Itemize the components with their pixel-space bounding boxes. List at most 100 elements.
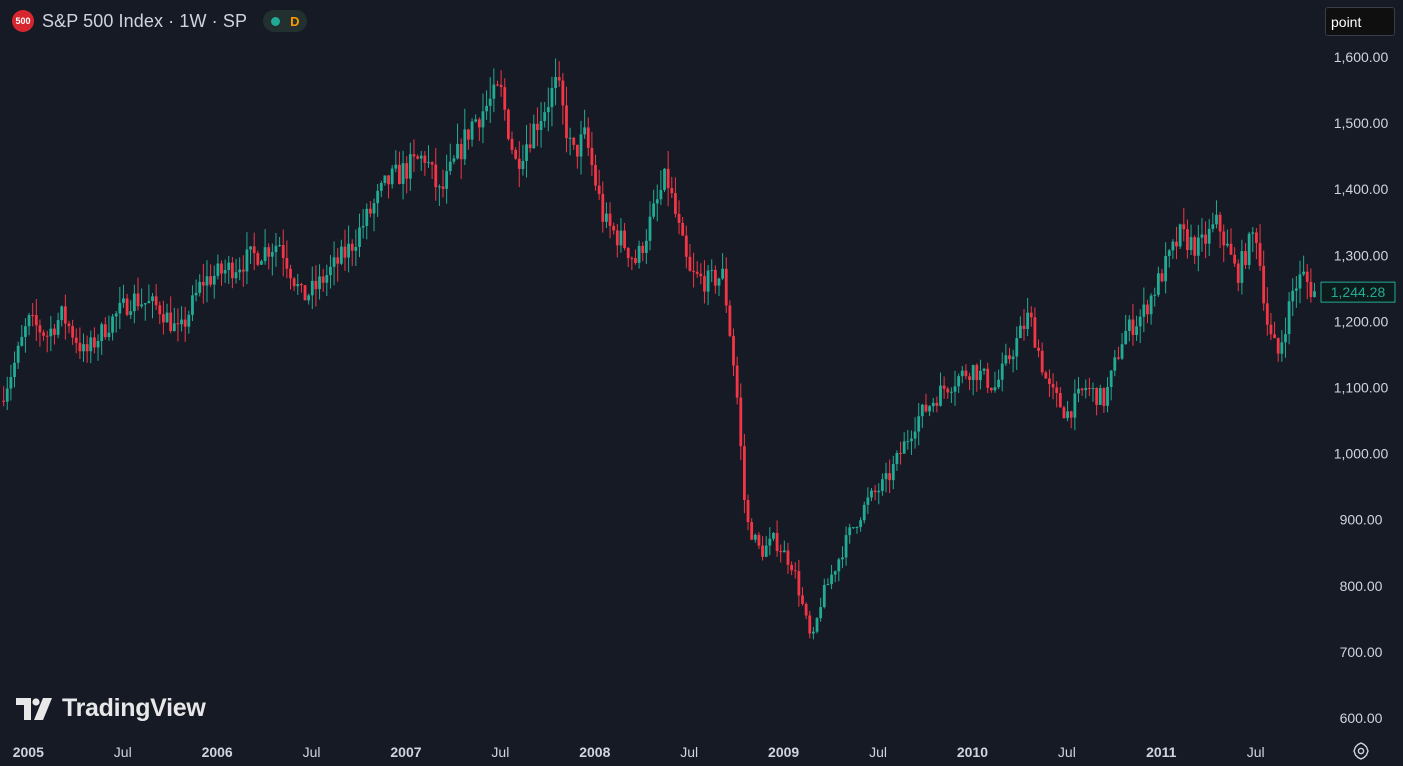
candle-up: [376, 183, 380, 217]
time-tick-label: 2005: [13, 744, 44, 760]
candle-up: [27, 312, 31, 336]
candle-down: [699, 263, 703, 285]
candle-up: [361, 208, 365, 239]
candle-up: [1026, 297, 1030, 337]
candle-up: [198, 274, 202, 297]
candle-up: [826, 578, 830, 586]
candle-down: [713, 265, 717, 294]
candle-down: [510, 131, 514, 155]
symbol-title[interactable]: S&P 500 Index · 1W · SP: [42, 10, 248, 31]
tradingview-logo[interactable]: TradingView: [16, 694, 206, 723]
candle-up: [354, 229, 358, 266]
candle-up: [20, 324, 24, 347]
candle-down: [757, 532, 761, 550]
candle-up: [452, 155, 456, 165]
candle-up: [463, 108, 467, 166]
candle-up: [997, 369, 1000, 390]
candle-down: [1244, 243, 1247, 269]
price-tick-label: 1,600.00: [1334, 49, 1389, 65]
candle-up: [772, 532, 775, 541]
gear-icon[interactable]: [1351, 741, 1371, 761]
time-tick-label: Jul: [1247, 744, 1265, 760]
candle-up: [107, 315, 111, 341]
candle-down: [1269, 312, 1273, 341]
candle-down: [1255, 227, 1258, 260]
candle-down: [873, 484, 877, 501]
candle-down: [572, 136, 576, 150]
candle-down: [724, 257, 728, 313]
candle-up: [993, 371, 997, 393]
candle-up: [379, 180, 383, 198]
candle-up: [525, 124, 528, 178]
candle-down: [775, 520, 779, 557]
candle-up: [100, 322, 104, 355]
time-tick-label: Jul: [303, 744, 321, 760]
candle-down: [514, 147, 518, 160]
candle-up: [1313, 282, 1316, 298]
candle-down: [34, 299, 38, 342]
candle-down: [608, 202, 612, 239]
time-tick-label: Jul: [869, 744, 887, 760]
candle-down: [63, 294, 67, 340]
candle-down: [946, 386, 950, 399]
candle-down: [684, 225, 688, 269]
candle-down: [1186, 219, 1189, 259]
candle-down: [289, 264, 292, 290]
candle-down: [623, 222, 626, 251]
candle-up: [655, 184, 659, 222]
candle-up: [9, 364, 13, 401]
last-price-label: 1,244.28: [1331, 284, 1386, 300]
candle-up: [920, 403, 924, 428]
candle-up: [1291, 278, 1295, 317]
candle-up: [1178, 223, 1182, 249]
candle-down: [169, 296, 173, 334]
candles-layer: [2, 58, 1316, 640]
logo-text: TradingView: [62, 694, 206, 722]
candle-down: [2, 386, 6, 407]
candle-up: [56, 312, 60, 339]
candle-down: [103, 317, 107, 340]
candle-up: [910, 430, 913, 455]
candle-up: [1164, 242, 1168, 294]
candle-up: [325, 264, 329, 296]
candle-up: [663, 168, 666, 193]
candle-up: [118, 287, 122, 329]
candle-up: [1225, 229, 1229, 248]
candle-down: [935, 396, 939, 413]
candle-down: [430, 161, 434, 179]
candle-up: [358, 213, 361, 258]
candle-down: [343, 229, 347, 271]
candle-up: [1287, 292, 1291, 345]
candle-up: [957, 373, 961, 394]
price-tick-label: 1,200.00: [1334, 313, 1389, 329]
candle-up: [880, 473, 884, 496]
candle-down: [78, 327, 82, 359]
candle-down: [405, 156, 409, 194]
time-tick-label: Jul: [491, 744, 509, 760]
candle-up: [187, 310, 191, 334]
candle-up: [216, 254, 220, 280]
candle-up: [372, 198, 376, 232]
point-mode-box[interactable]: point: [1325, 7, 1395, 36]
symbol-badge[interactable]: 500: [12, 10, 34, 32]
candle-up: [329, 255, 332, 289]
candle-up: [812, 626, 815, 640]
candle-down: [1008, 347, 1011, 364]
candle-down: [93, 327, 96, 354]
candle-up: [122, 284, 125, 308]
time-tick-label: Jul: [1058, 744, 1076, 760]
candle-down: [285, 240, 289, 279]
market-status[interactable]: D: [263, 10, 308, 32]
candle-down: [634, 249, 637, 265]
candle-down: [398, 151, 401, 185]
candle-down: [241, 255, 245, 287]
candle-down: [793, 562, 797, 579]
candle-up: [652, 189, 656, 220]
price-tick-label: 900.00: [1340, 512, 1383, 528]
candle-down: [1305, 264, 1309, 300]
candle-down: [739, 383, 743, 461]
candle-down: [615, 223, 619, 258]
candle-down: [594, 154, 597, 191]
candle-down: [612, 222, 616, 235]
